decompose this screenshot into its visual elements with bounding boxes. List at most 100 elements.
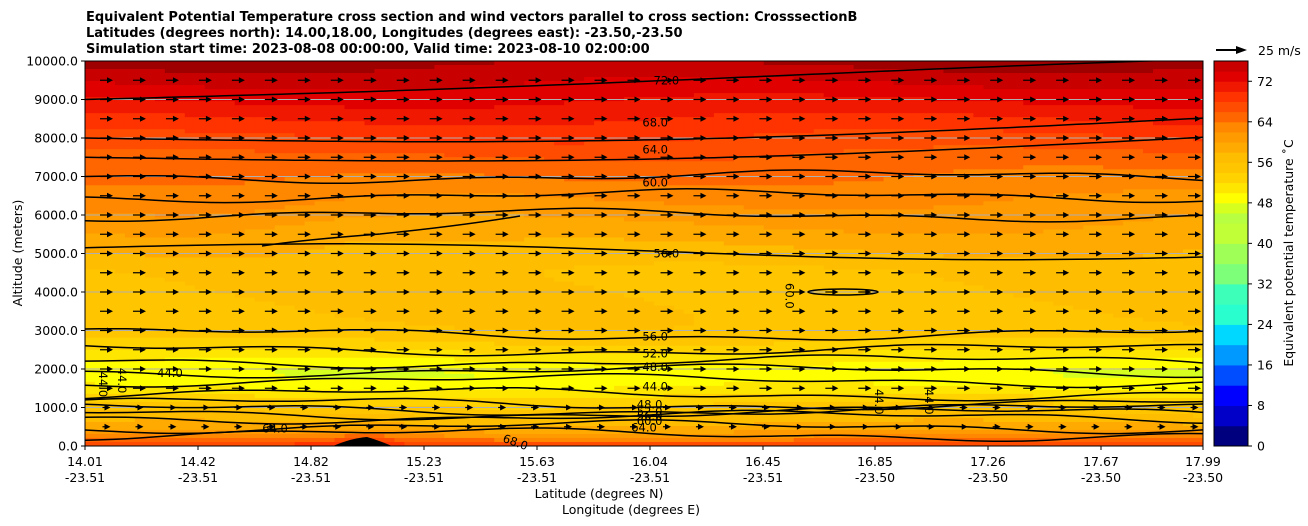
band-cell	[584, 101, 595, 106]
band-cell	[174, 425, 186, 431]
band-cell	[224, 233, 236, 239]
band-cell	[94, 405, 106, 411]
band-cell	[184, 421, 196, 427]
band-cell	[254, 297, 266, 303]
band-cell	[324, 301, 336, 307]
band-cell	[514, 221, 525, 227]
band-cell	[484, 281, 495, 287]
band-cell	[204, 441, 216, 446]
band-cell	[554, 373, 565, 379]
band-cell	[144, 265, 156, 271]
band-cell	[94, 365, 106, 371]
band-cell	[314, 317, 326, 323]
band-cell	[584, 93, 595, 98]
band-cell	[504, 161, 515, 166]
band-cell	[434, 313, 445, 319]
band-cell	[324, 193, 336, 198]
band-cell	[154, 249, 166, 255]
band-cell	[304, 69, 316, 74]
band-cell	[294, 217, 306, 223]
band-cell	[484, 89, 495, 94]
band-cell	[264, 117, 276, 122]
band-cell	[164, 337, 176, 343]
band-cell	[144, 425, 156, 431]
band-cell	[204, 109, 216, 114]
band-cell	[124, 169, 136, 174]
band-cell	[464, 273, 475, 279]
band-cell	[104, 169, 116, 174]
band-cell	[104, 353, 116, 359]
band-cell	[314, 153, 326, 158]
band-cell	[364, 245, 376, 251]
band-cell	[374, 381, 386, 387]
band-cell	[164, 201, 176, 206]
band-cell	[474, 333, 485, 339]
band-cell	[434, 357, 445, 363]
band-cell	[234, 381, 246, 387]
band-cell	[85, 325, 96, 331]
band-cell	[574, 169, 585, 174]
band-cell	[374, 293, 386, 299]
band-cell	[344, 229, 356, 235]
band-cell	[114, 373, 126, 379]
band-cell	[354, 313, 366, 319]
band-cell	[374, 345, 386, 351]
band-cell	[444, 237, 455, 243]
band-cell	[344, 237, 356, 243]
band-cell	[504, 173, 515, 178]
band-cell	[264, 69, 276, 74]
band-cell	[264, 397, 276, 403]
band-cell	[384, 113, 396, 118]
band-cell	[514, 285, 525, 291]
band-cell	[214, 85, 226, 90]
band-cell	[484, 437, 495, 443]
band-cell	[514, 129, 525, 134]
band-cell	[364, 309, 376, 315]
band-cell	[584, 73, 595, 78]
band-cell	[204, 261, 216, 267]
band-cell	[594, 137, 605, 142]
band-cell	[584, 373, 595, 379]
band-cell	[184, 189, 196, 194]
band-cell	[114, 197, 126, 202]
band-cell	[314, 109, 326, 114]
band-cell	[114, 341, 126, 347]
band-cell	[564, 397, 575, 403]
band-cell	[334, 257, 346, 263]
band-cell	[254, 105, 266, 110]
band-cell	[454, 133, 465, 138]
band-cell	[314, 325, 326, 331]
band-cell	[374, 85, 386, 90]
band-cell	[434, 277, 445, 283]
band-cell	[374, 277, 386, 283]
band-cell	[504, 429, 515, 435]
band-cell	[444, 157, 455, 162]
band-cell	[384, 101, 396, 106]
band-cell	[85, 405, 96, 411]
band-cell	[464, 121, 475, 126]
band-cell	[534, 153, 545, 158]
band-cell	[224, 73, 236, 78]
band-cell	[564, 273, 575, 279]
band-cell	[144, 185, 156, 190]
band-cell	[204, 141, 216, 146]
band-cell	[154, 349, 166, 355]
band-cell	[544, 349, 555, 355]
band-cell	[144, 309, 156, 315]
band-cell	[454, 441, 465, 446]
band-cell	[244, 397, 256, 403]
band-cell	[274, 257, 286, 263]
band-cell	[314, 201, 326, 206]
band-cell	[424, 333, 435, 339]
band-cell	[224, 425, 236, 431]
band-cell	[524, 329, 535, 335]
band-cell	[404, 133, 416, 138]
band-cell	[184, 401, 196, 407]
band-cell	[204, 129, 216, 134]
band-cell	[324, 305, 336, 311]
band-cell	[454, 317, 465, 323]
band-cell	[144, 297, 156, 303]
band-cell	[104, 101, 116, 106]
band-cell	[154, 209, 166, 214]
band-cell	[574, 237, 585, 243]
